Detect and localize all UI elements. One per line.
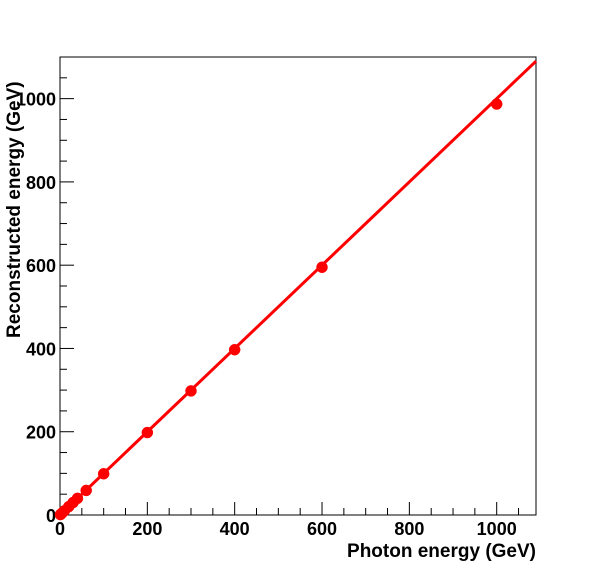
data-points: [54, 98, 503, 521]
data-point: [141, 426, 154, 439]
data-point: [316, 261, 328, 274]
data-point: [228, 343, 241, 356]
fit-line-group: [58, 60, 538, 517]
x-tick-label: 800: [394, 519, 424, 539]
y-tick-label: 200: [26, 423, 56, 443]
y-axis-title: Reconstructed energy (GeV): [4, 81, 25, 338]
x-tick-label: 0: [55, 519, 65, 539]
y-tick-label: 400: [26, 339, 56, 359]
x-tick-label: 400: [220, 519, 250, 539]
fit-line: [58, 60, 538, 517]
data-point: [185, 385, 197, 397]
data-point: [80, 484, 92, 497]
x-tick-label: 1000: [477, 519, 517, 539]
x-tick-label: 200: [132, 519, 162, 539]
y-tick-label: 1000: [16, 90, 56, 110]
data-point: [490, 98, 503, 110]
data-point: [97, 468, 110, 480]
x-tick-label: 600: [307, 519, 337, 539]
data-point: [71, 492, 84, 505]
y-tick-label: 600: [26, 256, 56, 276]
axes: 0 200 400 600 800 1000 0 200 400 600 800 1000: [16, 56, 537, 539]
y-tick-label: 800: [26, 173, 56, 193]
x-axis-title: Photon energy (GeV): [347, 541, 536, 562]
y-tick-label: 0: [46, 506, 56, 526]
